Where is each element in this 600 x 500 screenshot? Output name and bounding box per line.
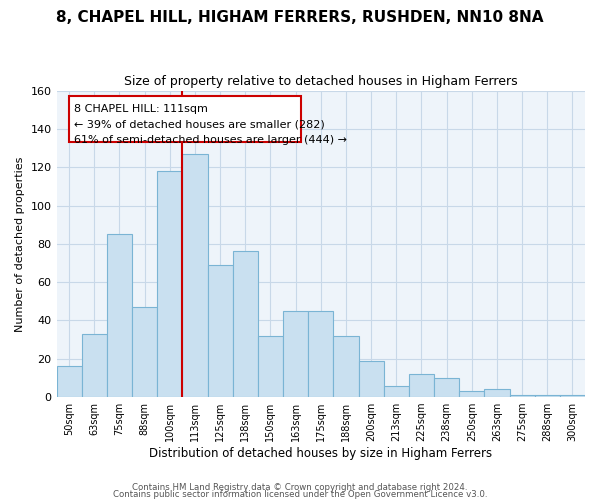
Bar [157,171,182,397]
X-axis label: Distribution of detached houses by size in Higham Ferrers: Distribution of detached houses by size … [149,447,493,460]
Text: 8 CHAPEL HILL: 111sqm: 8 CHAPEL HILL: 111sqm [74,104,208,114]
Bar [359,360,383,397]
Bar [82,334,107,397]
Bar [509,395,535,397]
Bar [334,336,359,397]
Y-axis label: Number of detached properties: Number of detached properties [15,156,25,332]
Bar [182,154,208,397]
Text: Contains public sector information licensed under the Open Government Licence v3: Contains public sector information licen… [113,490,487,499]
Bar [258,336,283,397]
Text: Contains HM Land Registry data © Crown copyright and database right 2024.: Contains HM Land Registry data © Crown c… [132,484,468,492]
Bar [233,252,258,397]
Text: 61% of semi-detached houses are larger (444) →: 61% of semi-detached houses are larger (… [74,134,347,144]
Bar [484,390,509,397]
Bar [208,265,233,397]
Bar [560,395,585,397]
Bar [132,307,157,397]
Text: ← 39% of detached houses are smaller (282): ← 39% of detached houses are smaller (28… [74,120,325,130]
Text: 8, CHAPEL HILL, HIGHAM FERRERS, RUSHDEN, NN10 8NA: 8, CHAPEL HILL, HIGHAM FERRERS, RUSHDEN,… [56,10,544,25]
Bar [409,374,434,397]
Bar [69,96,301,142]
Bar [283,311,308,397]
Bar [434,378,459,397]
Bar [459,392,484,397]
Bar [56,366,82,397]
Bar [535,395,560,397]
Bar [308,311,334,397]
Bar [107,234,132,397]
Title: Size of property relative to detached houses in Higham Ferrers: Size of property relative to detached ho… [124,75,518,88]
Bar [383,386,409,397]
